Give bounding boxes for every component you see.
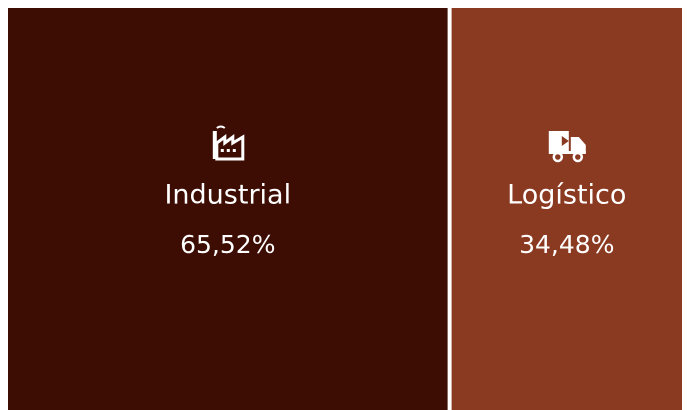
tile-value: 34,48% xyxy=(519,230,614,259)
icon-part xyxy=(554,136,569,146)
icon-part xyxy=(552,151,564,163)
icon-part xyxy=(215,134,245,161)
icon-part xyxy=(572,151,584,163)
icon-part xyxy=(232,149,236,152)
treemap-tile xyxy=(451,8,682,410)
icon-part xyxy=(570,137,586,153)
icon xyxy=(212,125,245,161)
tile-value: 65,52% xyxy=(180,230,275,259)
icon-part xyxy=(212,131,217,159)
icon xyxy=(548,131,586,163)
tile-label: Industrial xyxy=(164,180,291,211)
icon-part xyxy=(548,151,586,154)
icon-part xyxy=(226,149,230,152)
icon-part xyxy=(548,131,569,151)
icon-part xyxy=(216,125,226,129)
tile-label: Logístico xyxy=(507,180,626,211)
treemap-tile xyxy=(8,8,448,410)
icon-part xyxy=(220,149,224,152)
